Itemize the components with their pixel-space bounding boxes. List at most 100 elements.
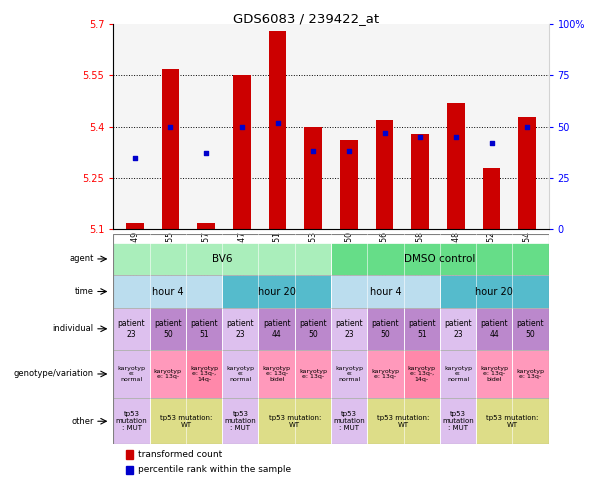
Bar [331,242,549,275]
Bar [331,308,367,350]
Text: tp53 mutation:
WT: tp53 mutation: WT [268,415,321,428]
Point [451,133,461,141]
Text: patient
50: patient 50 [371,319,399,339]
Bar [367,350,403,398]
Text: patient
51: patient 51 [190,319,218,339]
Text: patient
44: patient 44 [481,319,508,339]
Text: hour 20: hour 20 [475,286,513,297]
Text: transformed count: transformed count [138,450,222,459]
Bar [126,223,143,229]
Text: individual: individual [53,324,94,333]
Text: hour 4: hour 4 [152,286,184,297]
Bar [367,398,440,444]
Bar [126,466,133,474]
Bar [222,398,259,444]
Text: karyotyp
e: 13q-
bidel: karyotyp e: 13q- bidel [262,366,291,382]
Point [379,129,389,137]
Bar [331,350,367,398]
Bar [512,308,549,350]
Bar [268,31,286,229]
Text: patient
23: patient 23 [227,319,254,339]
Bar [150,398,223,444]
Text: karyotyp
e:
normal: karyotyp e: normal [118,366,145,382]
Text: genotype/variation: genotype/variation [13,369,94,379]
Text: hour 20: hour 20 [257,286,295,297]
Bar [440,308,476,350]
Bar [222,308,259,350]
Bar [162,69,180,229]
Bar [113,398,150,444]
Text: time: time [75,287,94,296]
Text: percentile rank within the sample: percentile rank within the sample [138,466,291,474]
Bar [197,223,215,229]
Bar [512,350,549,398]
Text: patient
23: patient 23 [444,319,472,339]
Text: patient
23: patient 23 [335,319,363,339]
Bar [150,350,186,398]
Text: karyotyp
e: 13q-: karyotyp e: 13q- [371,369,400,379]
Bar [259,308,295,350]
Text: tp53
mutation
: MUT: tp53 mutation : MUT [116,411,147,431]
Bar [403,308,440,350]
Text: patient
50: patient 50 [517,319,544,339]
Text: karyotyp
e:
normal: karyotyp e: normal [444,366,472,382]
Bar [440,350,476,398]
Point [522,123,532,130]
Bar [295,350,331,398]
Bar [476,350,512,398]
Point [308,148,318,156]
Bar [113,308,150,350]
Bar [259,398,331,444]
Point [487,139,497,147]
Text: patient
51: patient 51 [408,319,435,339]
Bar [447,103,465,229]
Bar [222,350,259,398]
Text: tp53
mutation
: MUT: tp53 mutation : MUT [333,411,365,431]
Bar [440,275,549,308]
Bar [126,450,133,459]
Text: tp53 mutation:
WT: tp53 mutation: WT [160,415,212,428]
Bar [186,350,222,398]
Point [130,154,140,161]
Text: DMSO control: DMSO control [404,254,476,264]
Bar [411,134,429,229]
Text: patient
44: patient 44 [263,319,291,339]
Bar [259,350,295,398]
Point [237,123,247,130]
Text: tp53
mutation
: MUT: tp53 mutation : MUT [224,411,256,431]
Bar [186,308,222,350]
Text: tp53
mutation
: MUT: tp53 mutation : MUT [442,411,474,431]
Bar [376,120,394,229]
Bar [440,398,476,444]
Bar [222,275,331,308]
Text: agent: agent [69,255,94,263]
Bar [519,116,536,229]
Text: karyotyp
e: 13q-
bidel: karyotyp e: 13q- bidel [480,366,508,382]
Bar [403,350,440,398]
Text: karyotyp
e: 13q-,
14q-: karyotyp e: 13q-, 14q- [190,366,218,382]
Bar [304,127,322,229]
Bar [476,308,512,350]
Text: patient
23: patient 23 [118,319,145,339]
Bar [233,75,251,229]
Text: hour 4: hour 4 [370,286,402,297]
Text: patient
50: patient 50 [154,319,181,339]
Text: karyotyp
e: 13q-: karyotyp e: 13q- [517,369,544,379]
Bar [476,398,549,444]
Bar [340,141,358,229]
Text: tp53 mutation:
WT: tp53 mutation: WT [378,415,430,428]
Point [344,148,354,156]
Text: patient
50: patient 50 [299,319,327,339]
Bar [295,308,331,350]
Bar [482,168,500,229]
Point [201,150,211,157]
Bar [367,308,403,350]
Text: karyotyp
e: 13q-: karyotyp e: 13q- [299,369,327,379]
Text: BV6: BV6 [212,254,232,264]
Text: karyotyp
e:
normal: karyotyp e: normal [335,366,363,382]
Bar [150,308,186,350]
Text: karyotyp
e: 13q-: karyotyp e: 13q- [154,369,182,379]
Text: tp53 mutation:
WT: tp53 mutation: WT [486,415,539,428]
Text: karyotyp
e: 13q-,
14q-: karyotyp e: 13q-, 14q- [408,366,436,382]
Bar [113,242,331,275]
